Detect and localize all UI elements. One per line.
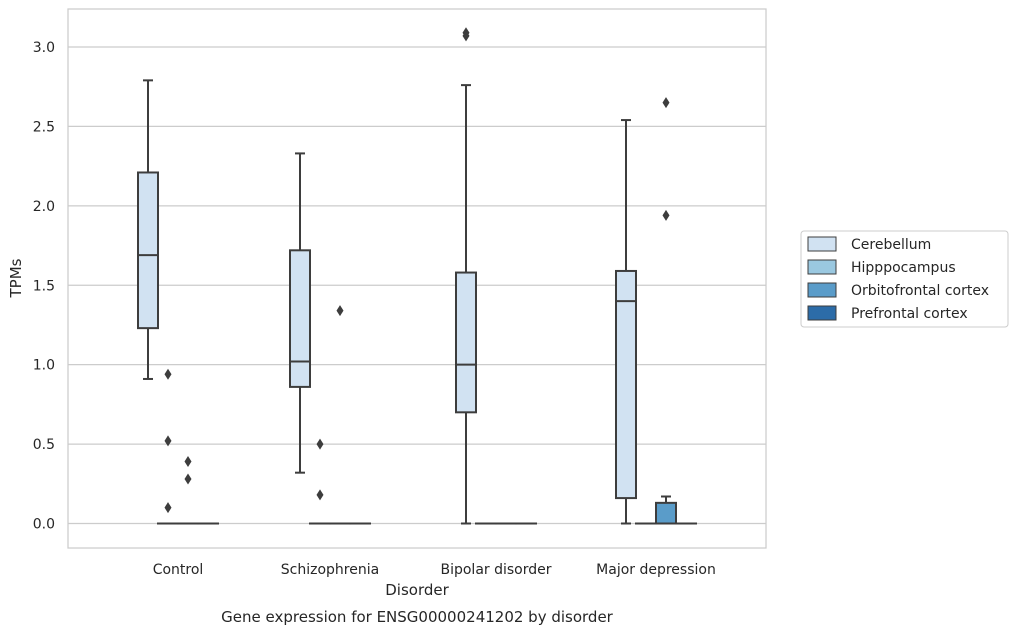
box-body [137, 171, 159, 330]
outlier-point [462, 27, 470, 39]
legend-swatch [807, 305, 837, 321]
box-hipppocampus [157, 368, 179, 525]
x-tick-label: Schizophrenia [281, 562, 379, 578]
y-axis-label: TPMs [7, 258, 25, 298]
box-orbitofrontal-cortex [329, 305, 351, 525]
outlier-point [164, 435, 172, 447]
box-cerebellum [289, 152, 311, 474]
legend-label: Orbitofrontal cortex [851, 283, 989, 299]
box-orbitofrontal-cortex [177, 456, 199, 525]
box-body [615, 269, 637, 500]
y-tick-label: 1.5 [33, 278, 55, 294]
y-tick-labels: 0.0 0.5 1.0 1.5 2.0 2.5 3.0 [33, 40, 55, 533]
x-tick-label: Major depression [596, 562, 716, 578]
outlier-point [184, 473, 192, 485]
box-body [655, 501, 677, 525]
legend-swatch [807, 259, 837, 275]
y-tick-label: 0.5 [33, 437, 55, 453]
legend-label: Cerebellum [851, 237, 931, 253]
gridlines [68, 46, 766, 525]
x-axis-label: Disorder [385, 581, 449, 599]
plot-frame [67, 8, 767, 549]
legend-label: Hipppocampus [851, 260, 956, 276]
y-tick-label: 2.5 [33, 119, 55, 135]
legend-label: Prefrontal cortex [851, 306, 968, 322]
box-cerebellum [137, 79, 159, 380]
box-orbitofrontal-cortex [655, 97, 677, 525]
outlier-point [336, 305, 344, 317]
outlier-point [164, 368, 172, 380]
box-body [455, 271, 477, 414]
legend-frame [800, 230, 1009, 328]
outlier-point [662, 97, 670, 109]
chart-caption: Gene expression for ENSG00000241202 by d… [221, 608, 614, 626]
box-cerebellum [455, 27, 477, 525]
y-tick-label: 3.0 [33, 40, 55, 56]
boxes [137, 27, 697, 525]
x-tick-labels: Control Schizophrenia Bipolar disorder Majo… [153, 562, 716, 578]
outlier-point [184, 456, 192, 468]
box-hipppocampus [309, 438, 331, 525]
outlier-point [164, 502, 172, 514]
legend: Cerebellum Hipppocampus Orbitofrontal cort… [800, 230, 1009, 328]
outlier-point [662, 209, 670, 221]
outlier-point [316, 438, 324, 450]
box-cerebellum [615, 119, 637, 525]
outlier-point [316, 489, 324, 501]
legend-swatch [807, 236, 837, 252]
y-tick-label: 1.0 [33, 358, 55, 374]
x-tick-label: Control [153, 562, 204, 578]
y-tick-label: 2.0 [33, 199, 55, 215]
box-body [289, 249, 311, 388]
y-tick-label: 0.0 [33, 517, 55, 533]
legend-swatch [807, 282, 837, 298]
x-tick-label: Bipolar disorder [440, 562, 551, 578]
